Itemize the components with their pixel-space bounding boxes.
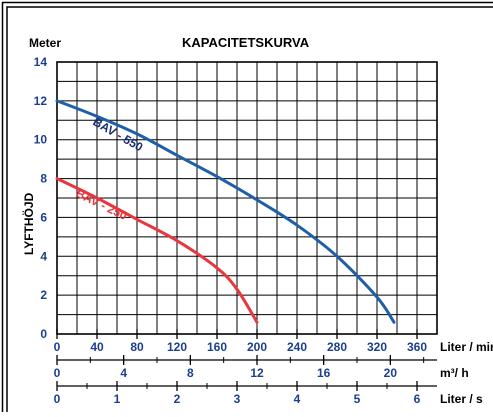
y-tick-label: 14 — [34, 55, 48, 69]
x-tick-label: 1 — [114, 392, 121, 406]
x-tick-label: 240 — [287, 340, 307, 354]
x-tick-label: 16 — [317, 366, 331, 380]
x-tick-label: 0 — [54, 392, 61, 406]
x-unit-label: m³/ h — [440, 366, 469, 380]
x-tick-label: 4 — [120, 366, 127, 380]
x-tick-label: 40 — [90, 340, 104, 354]
y-axis-label: LYFTHÖJD — [21, 192, 36, 255]
x-tick-label: 5 — [354, 392, 361, 406]
x-tick-label: 4 — [294, 392, 301, 406]
y-tick-label: 8 — [40, 172, 47, 186]
x-tick-label: 0 — [54, 340, 61, 354]
x-unit-label: Liter / s — [440, 392, 483, 406]
y-tick-label: 12 — [34, 94, 48, 108]
x-tick-label: 3 — [234, 392, 241, 406]
y-tick-label: 4 — [40, 249, 47, 263]
x-tick-label: 280 — [327, 340, 347, 354]
x-tick-label: 6 — [414, 392, 421, 406]
x-tick-label: 160 — [207, 340, 227, 354]
x-tick-label: 0 — [54, 366, 61, 380]
chart-title: KAPACITETSKURVA — [182, 35, 310, 50]
y-tick-label: 6 — [40, 210, 47, 224]
x-tick-label: 80 — [130, 340, 144, 354]
y-tick-label: 0 — [40, 327, 47, 341]
x-tick-label: 120 — [167, 340, 187, 354]
y-tick-label: 2 — [40, 288, 47, 302]
y-tick-label: 10 — [34, 133, 48, 147]
x-unit-label: Liter / min — [440, 340, 493, 354]
x-tick-label: 8 — [187, 366, 194, 380]
y-unit-label: Meter — [29, 36, 61, 50]
x-tick-label: 320 — [367, 340, 387, 354]
x-tick-label: 2 — [174, 392, 181, 406]
x-tick-label: 12 — [250, 366, 264, 380]
x-tick-label: 200 — [247, 340, 267, 354]
x-tick-label: 360 — [407, 340, 427, 354]
x-tick-label: 20 — [384, 366, 398, 380]
